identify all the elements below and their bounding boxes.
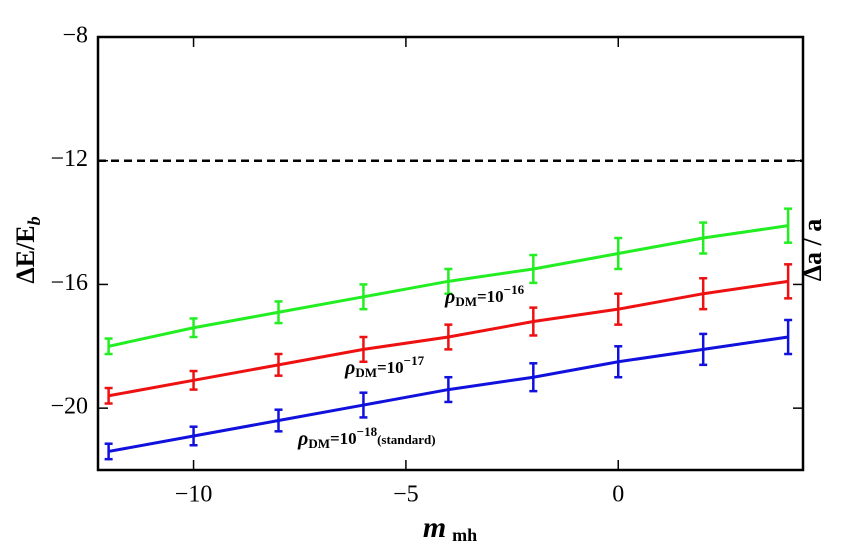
error-bar	[359, 335, 368, 363]
error-bar	[784, 263, 793, 300]
error-bar	[189, 425, 198, 447]
error-bar	[189, 317, 198, 339]
error-bar	[699, 332, 708, 367]
y-tick-label: −8	[62, 23, 88, 49]
error-bar	[444, 375, 453, 404]
y-axis-label-sub: b	[24, 216, 44, 225]
annotation-sub: DM	[455, 294, 477, 309]
annotation-sup: −17	[404, 353, 425, 368]
error-bar	[614, 236, 623, 271]
x-tick-label: −5	[393, 482, 419, 508]
plot-frame	[96, 35, 805, 472]
series-annotation: ρDM=10−18(standard)	[297, 424, 436, 451]
annotation-symbol: ρ	[344, 357, 355, 379]
error-bar	[784, 207, 793, 244]
annotation-symbol: ρ	[297, 428, 308, 450]
error-bar	[614, 292, 623, 326]
error-bar	[274, 300, 283, 325]
annotation-mid: =10	[477, 287, 504, 306]
error-bar	[699, 221, 708, 255]
error-bar	[529, 306, 538, 337]
y-axis-label: ΔE/Eb	[11, 216, 44, 283]
error-bar	[359, 391, 368, 419]
series-annotation: ρDM=10−17	[344, 353, 425, 380]
x-tick-label: 0	[612, 482, 624, 508]
annotation-sub: DM	[355, 365, 377, 380]
error-bar	[444, 267, 453, 295]
x-axis-label-sub: mh	[452, 525, 477, 545]
y-tick-label: −20	[50, 394, 88, 420]
annotation-mid: =10	[330, 429, 357, 448]
annotation-symbol: ρ	[444, 286, 455, 308]
annotation-sup: −16	[504, 282, 525, 297]
x-axis-label: m mh	[423, 511, 477, 545]
annotation-sub: DM	[308, 436, 330, 451]
error-bar	[614, 345, 623, 379]
error-bar	[104, 442, 113, 461]
error-bar	[529, 362, 538, 393]
y-tick-label: −16	[50, 270, 88, 296]
error-bar	[274, 408, 283, 433]
error-bar	[104, 337, 113, 356]
y2-axis-label: Δa / a	[798, 219, 827, 282]
x-tick-label: −10	[175, 482, 213, 508]
series-annotation: ρDM=10−16	[444, 282, 525, 309]
error-bar	[444, 323, 453, 351]
error-bar	[529, 253, 538, 285]
annotation-sup: −18	[357, 424, 378, 439]
annotation-tail: (standard)	[377, 432, 436, 447]
annotation-mid: =10	[377, 358, 404, 377]
error-bar	[274, 352, 283, 377]
y-tick-label: −12	[50, 146, 88, 172]
x-axis-label-main: m	[423, 511, 446, 544]
error-bar	[104, 386, 113, 405]
error-bar	[699, 276, 708, 311]
error-bar	[359, 283, 368, 311]
y-axis-label-main: ΔE/E	[11, 225, 40, 283]
error-bar	[189, 369, 198, 391]
error-bar	[784, 318, 793, 356]
